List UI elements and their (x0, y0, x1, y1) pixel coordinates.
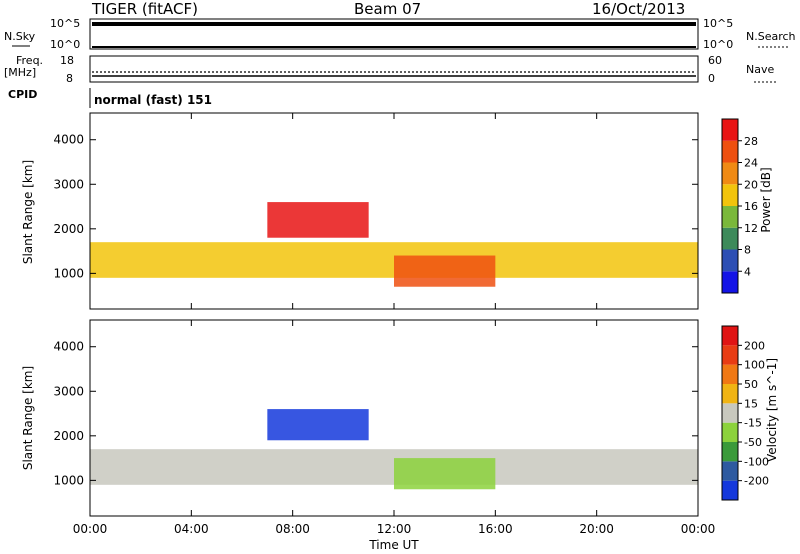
x-tick-label: 16:00 (478, 522, 513, 536)
colorbar-swatch (722, 227, 738, 250)
y-tick-label: 4000 (53, 340, 84, 354)
colorbar-tick-label: -50 (744, 436, 762, 449)
scatter-feature-2 (394, 255, 496, 287)
colorbar-swatch (722, 249, 738, 272)
cpid-value: normal (fast) 151 (94, 93, 212, 107)
colorbar-swatch (722, 403, 738, 423)
freq-unit-label: [MHz] (4, 66, 36, 79)
power-marks (90, 202, 698, 287)
colorbar-swatch (722, 326, 738, 346)
x-tick-label: 04:00 (174, 522, 209, 536)
freq-tick-right-bottom: 0 (708, 72, 715, 85)
radar-title: TIGER (fitACF) (91, 0, 198, 18)
colorbar-swatch (722, 162, 738, 185)
freq-tick-left-top: 18 (60, 54, 74, 67)
power-colorbar-label: Power [dB] (759, 167, 773, 232)
colorbar-tick-label: 24 (744, 157, 758, 170)
velocity-panel: 1000 2000 3000 4000 Slant Range [km] 200 100… (21, 319, 779, 517)
colorbar-swatch (722, 480, 738, 500)
y-tick-label: 1000 (53, 473, 84, 487)
colorbar-tick-label: 50 (744, 378, 758, 391)
colorbar-swatch (722, 206, 738, 228)
power-ylabel: Slant Range [km] (21, 160, 35, 264)
colorbar-tick-label: 15 (744, 397, 758, 410)
nave-label: Nave (746, 63, 774, 76)
velocity-ylabel: Slant Range [km] (21, 366, 35, 470)
freq-tick-right-top: 60 (708, 54, 722, 67)
y-tick-label: 2000 (53, 429, 84, 443)
noise-tick-right-top: 10^5 (703, 17, 733, 30)
x-tick-label: 00:00 (681, 522, 716, 536)
colorbar-swatch (722, 184, 738, 206)
colorbar-tick-label: 200 (744, 339, 765, 352)
y-tick-label: 3000 (53, 384, 84, 398)
y-tick-label: 1000 (53, 266, 84, 280)
cpid-label: CPID (8, 88, 37, 101)
y-tick-label: 3000 (53, 177, 84, 191)
power-colorbar: 4 8 12 16 20 24 28 (721, 118, 758, 294)
nsky-label: N.Sky (4, 30, 36, 43)
scatter-feature-1 (267, 202, 369, 238)
colorbar-tick-label: 28 (744, 135, 758, 148)
freq-label: Freq. (16, 54, 43, 67)
freq-panel: 18 8 60 0 Freq. [MHz] Nave (4, 54, 778, 85)
colorbar-tick-label: -200 (744, 475, 769, 488)
colorbar-swatch (722, 364, 738, 384)
noise-tick-right-bottom: 10^0 (703, 38, 733, 51)
x-tick-label: 00:00 (73, 522, 108, 536)
noise-tick-left-bottom: 10^0 (50, 38, 80, 51)
colorbar-tick-label: 16 (744, 200, 758, 213)
x-tick-label: 08:00 (275, 522, 310, 536)
colorbar-swatch (722, 422, 738, 442)
colorbar-swatch (722, 442, 738, 462)
scatter-feature-1 (267, 409, 369, 441)
colorbar-tick-label: 12 (744, 222, 758, 235)
freq-tick-left-bottom: 8 (66, 72, 73, 85)
x-tick-label: 20:00 (579, 522, 614, 536)
velocity-marks (90, 409, 698, 490)
colorbar-tick-label: 20 (744, 178, 758, 191)
date-label: 16/Oct/2013 (592, 0, 685, 18)
x-axis-ticks: 00:00 04:00 08:00 12:00 16:00 20:00 00:00 (73, 113, 716, 536)
y-tick-label: 2000 (53, 222, 84, 236)
x-tick-label: 12:00 (377, 522, 412, 536)
colorbar-swatch (722, 140, 738, 163)
colorbar-swatch (722, 384, 738, 404)
power-y-ticks: 1000 2000 3000 4000 (53, 133, 698, 280)
beam-label: Beam 07 (354, 0, 421, 18)
velocity-colorbar: 200 100 50 15 -15 -50 -100 -200 (721, 325, 769, 501)
x-axis-label: Time UT (368, 538, 419, 552)
colorbar-swatch (722, 119, 738, 141)
colorbar-swatch (722, 345, 738, 365)
colorbar-tick-label: 8 (744, 244, 751, 257)
power-panel: 1000 2000 3000 4000 Slant Range [km] 4 8 12 16… (21, 112, 773, 310)
velocity-colorbar-label: Velocity [m s^-1] (765, 358, 779, 462)
colorbar-tick-label: -15 (744, 417, 762, 430)
colorbar-swatch (722, 271, 738, 293)
colorbar-frame (721, 325, 739, 501)
colorbar-swatch (722, 461, 738, 481)
colorbar-tick-label: 4 (744, 265, 751, 278)
velocity-y-ticks: 1000 2000 3000 4000 (53, 340, 698, 487)
noise-tick-left-top: 10^5 (50, 17, 80, 30)
colorbar-tick-label: 100 (744, 359, 765, 372)
scatter-feature-2 (394, 458, 496, 490)
colorbar-tick-label: -100 (744, 455, 769, 468)
noise-panel: 10^5 10^0 10^5 10^0 N.Sky N.Search (4, 17, 796, 51)
y-tick-label: 4000 (53, 133, 84, 147)
nsearch-label: N.Search (746, 30, 796, 43)
